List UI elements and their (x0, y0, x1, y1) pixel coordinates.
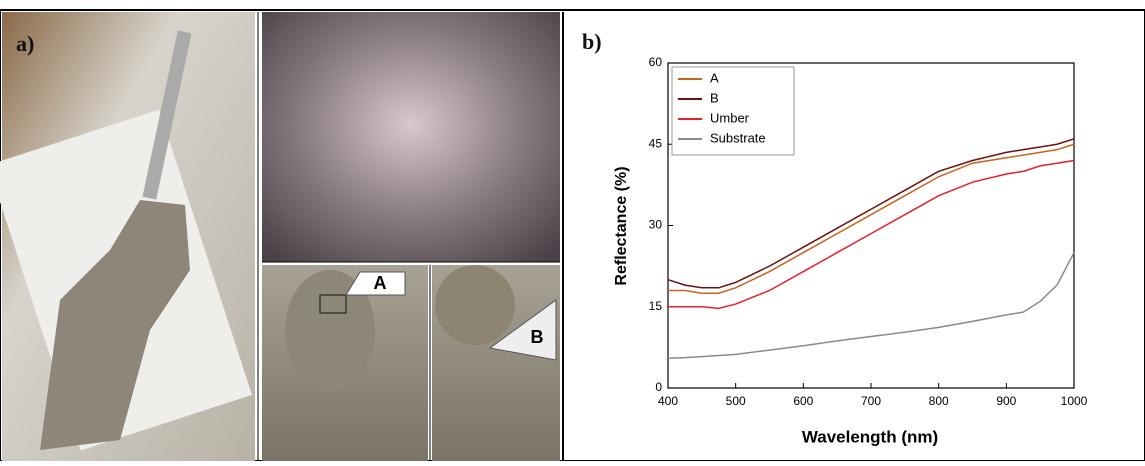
photo-surface (262, 12, 560, 262)
x-axis-label: Wavelength (nm) (802, 427, 938, 446)
panel-label: b) (582, 29, 602, 54)
x-tick-label: 500 (726, 394, 746, 408)
legend-label: B (710, 90, 719, 105)
callout-label: A (374, 273, 387, 293)
y-axis-label: Reflectance (%) (613, 166, 630, 285)
y-tick-label: 0 (655, 380, 662, 394)
x-tick-label: 700 (861, 394, 881, 408)
x-tick-label: 900 (996, 394, 1016, 408)
legend-label: Umber (710, 110, 750, 125)
legend-label: A (710, 70, 719, 85)
page: a) A B b) Wavelength (nm) Reflectance (%… (0, 0, 1145, 466)
y-tick-label: 60 (649, 55, 663, 69)
figure: a) A B b) Wavelength (nm) Reflectance (%… (0, 0, 1145, 461)
x-tick-label: 400 (658, 394, 678, 408)
x-tick-label: 600 (793, 394, 813, 408)
y-tick-label: 45 (649, 136, 663, 150)
panel-label: a) (16, 31, 34, 56)
y-tick-label: 30 (649, 218, 663, 232)
x-tick-label: 1000 (1061, 394, 1088, 408)
y-tick-label: 15 (649, 299, 663, 313)
x-tick-label: 800 (929, 394, 949, 408)
legend-label: Substrate (710, 130, 766, 145)
head-back (435, 265, 515, 345)
callout-label: B (531, 327, 544, 347)
